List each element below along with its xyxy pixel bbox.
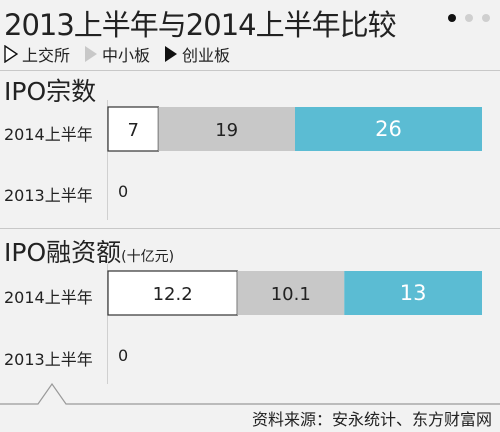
outline-triangle-icon <box>4 45 18 63</box>
legend-label-gem: 创业板 <box>182 46 231 65</box>
chart-1-row-label-2013: 2013上半年 <box>4 186 93 205</box>
chart-1-zero-label: 0 <box>118 182 129 201</box>
chart-2-unit: (十亿元) <box>121 249 175 265</box>
legend-label-sme: 中小板 <box>102 46 151 65</box>
chart-1-title-text: IPO宗数 <box>4 77 97 106</box>
legend-item-sme: 中小板 <box>84 42 150 66</box>
grey-triangle-icon <box>85 46 98 62</box>
bar-3 <box>295 107 482 151</box>
chart-1-bars: 7 19 26 <box>107 106 482 152</box>
bar-label-3: 26 <box>375 117 402 141</box>
chart-2-axis <box>107 264 108 384</box>
legend: 上交所 中小板 创业板 <box>4 42 244 66</box>
bar-2 <box>237 271 345 315</box>
bar-label-3: 13 <box>400 281 427 305</box>
bar-label-1: 7 <box>127 120 138 141</box>
divider <box>0 70 500 71</box>
divider <box>0 228 500 229</box>
bar-3 <box>344 271 482 315</box>
page-dot-3[interactable] <box>482 14 490 22</box>
page-dot-2[interactable] <box>465 14 473 22</box>
chart-2-bars: 12.2 10.1 13 <box>107 270 482 316</box>
legend-label-sse: 上交所 <box>22 46 71 65</box>
source-note: 资料来源：安永统计、东方财富网 <box>251 410 492 429</box>
bar-2 <box>158 107 295 151</box>
chart-1-axis <box>107 100 108 220</box>
bar-label-2: 19 <box>215 120 238 141</box>
legend-item-gem: 创业板 <box>164 42 230 66</box>
footer-pointer <box>0 383 500 405</box>
chart-2-row-label-2014: 2014上半年 <box>4 288 93 307</box>
black-triangle-icon <box>165 46 178 62</box>
chart-2-row-label-2013: 2013上半年 <box>4 350 93 369</box>
chart-2-title-text: IPO融资额 <box>4 238 122 267</box>
page-dot-1[interactable] <box>448 14 456 22</box>
page-title: 2013上半年与2014上半年比较 <box>4 8 397 42</box>
chart-2-zero-label: 0 <box>118 346 129 365</box>
pagination-dots <box>448 14 490 22</box>
bar-label-2: 10.1 <box>271 284 311 305</box>
chart-2-title: IPO融资额(十亿元) <box>4 233 174 269</box>
bar-label-1: 12.2 <box>153 284 193 305</box>
chart-1-row-label-2014: 2014上半年 <box>4 125 93 144</box>
legend-item-sse: 上交所 <box>4 42 70 66</box>
chart-1-title: IPO宗数 <box>4 72 96 108</box>
bar-1 <box>107 270 238 316</box>
